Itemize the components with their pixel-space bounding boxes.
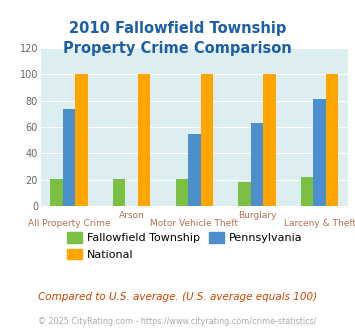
Bar (263, 74, 276, 206)
Bar (113, 179, 125, 206)
Bar (251, 123, 263, 206)
Bar (63, 109, 75, 206)
Bar (326, 74, 339, 206)
Bar (201, 74, 213, 206)
Text: Arson: Arson (119, 211, 144, 220)
Text: © 2025 CityRating.com - https://www.cityrating.com/crime-statistics/: © 2025 CityRating.com - https://www.city… (38, 317, 317, 326)
Text: Property Crime Comparison: Property Crime Comparison (63, 41, 292, 56)
Text: Burglary: Burglary (238, 211, 276, 220)
Text: All Property Crime: All Property Crime (28, 219, 110, 228)
Bar (188, 134, 201, 206)
Text: Motor Vehicle Theft: Motor Vehicle Theft (151, 219, 238, 228)
Bar (75, 74, 88, 206)
Text: Larceny & Theft: Larceny & Theft (284, 219, 355, 228)
Bar (138, 74, 151, 206)
Bar (50, 179, 63, 206)
Bar (238, 182, 251, 206)
Text: 2010 Fallowfield Township: 2010 Fallowfield Township (69, 21, 286, 36)
Text: Compared to U.S. average. (U.S. average equals 100): Compared to U.S. average. (U.S. average … (38, 292, 317, 302)
Legend: Fallowfield Township, National, Pennsylvania: Fallowfield Township, National, Pennsylv… (67, 232, 302, 260)
Bar (176, 179, 188, 206)
Bar (313, 99, 326, 206)
Bar (301, 177, 313, 206)
